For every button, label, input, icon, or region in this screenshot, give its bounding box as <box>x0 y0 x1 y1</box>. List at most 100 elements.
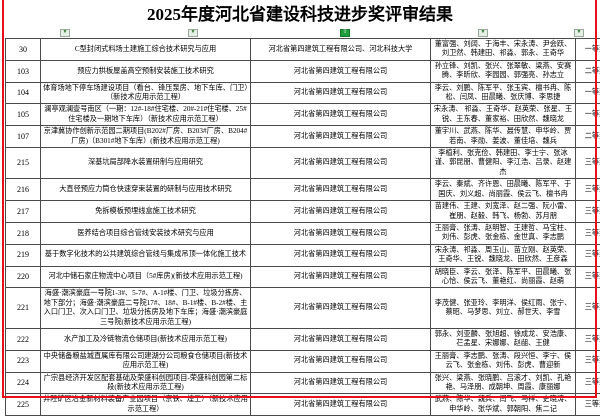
cell-award-level[interactable]: 三等奖 <box>576 244 600 266</box>
cell-award-level[interactable]: 三等奖 <box>576 148 600 179</box>
cell-contributors[interactable]: 李云、刘鹏、陈军平、张玉宾、檀书冉、陈松、闫凤、田晨曦、张庆博、李思捷 <box>431 82 576 104</box>
cell-project-name[interactable]: 京津冀协作创新示范园二期项目(B202#厂房、B203#厂房、B204#厂房)（… <box>41 126 251 148</box>
cell-award-level[interactable]: 三等奖 <box>576 288 600 329</box>
cell-contributors[interactable]: 董富强、刘阔、于海丰、宋永涛、尹会跃、刘卫然、韩建田、祁淼、郭永、王奇华 <box>431 39 576 61</box>
filter-col-no[interactable]: ▼ <box>60 29 70 37</box>
cell-contributors[interactable]: 李云、秦斌、齐许恩、田晨曦、陈军平、于国庆、刘义超、尚丽霞、侯云飞、檀书冉 <box>431 179 576 201</box>
cell-contributors[interactable]: 李植利、张克俭、韩建田、李士宁、张冰谨、郭昆朋、曹健阳、李江浩、吕录、赵建杰 <box>431 148 576 179</box>
cell-project-name[interactable]: 免拆模板预埋线盒施工技术研究 <box>41 201 251 223</box>
filter-col-org[interactable]: T <box>340 29 350 37</box>
cell-project-name[interactable]: 预应力拱板屋盖高空预制安装施工技术研究 <box>41 60 251 82</box>
cell-contributors[interactable]: 李茂健、张亚玲、李明洋、侯红雨、张宁、蔡昭、马梦思、刘立、郝世天、李雪 <box>431 288 576 329</box>
cell-contributors[interactable]: 张兴、梁燕、张晓鹏、吕滚才、刘凯、孔艳艳、马泽朋、成朝坤、周霞、康丽娜 <box>431 372 576 394</box>
cell-project-name[interactable]: 广宗县经济开发区配套基础及荣盛科创园项目-荣盛科创园第二标段(新技术应用示范工程… <box>41 372 251 394</box>
cell-project-name[interactable]: 井陉矿区冶金新材料装备产业园项目（京铁、煌工）（新技术应用示范工程） <box>41 394 251 416</box>
cell-award-level[interactable]: 三等奖 <box>576 350 600 372</box>
cell-contributors[interactable]: 董宇川、武燕、陈华、聂传慧、申华岭、贾若南、李勋、姜波、董佳培、魏兵 <box>431 126 576 148</box>
cell-project-name[interactable]: 中央储备粮盐城直属库有限公司建湖分公司粮食仓储项目(新技术应用示范工程) <box>41 350 251 372</box>
cell-contributors[interactable]: 孙立锋、刘凯、张兴、张翠敏、梁燕、安赛腾、李昕欣、李园园、郭强亮、孙志立 <box>431 60 576 82</box>
cell-project-name[interactable]: 水产加工及冷链物流仓储项目(新技术应用示范工程) <box>41 328 251 350</box>
cell-contributors[interactable]: 王丽膏、张涛、赵明智、王建哲、马宝柱、刘伟、彭虎、张金栋、金世真、李志鹏 <box>431 222 576 244</box>
cell-contributors[interactable]: 郭永、刘亚麟、张旭超、徐成龙、安浩康、芢孟星、宋娜娜、赵龃、王健 <box>431 328 576 350</box>
cell-serial-number[interactable]: 224 <box>6 372 41 394</box>
cell-serial-number[interactable]: 217 <box>6 201 41 223</box>
cell-organization[interactable]: 河北省第四建筑工程有限公司 <box>251 148 431 179</box>
cell-project-name[interactable]: 海盛·潮滨豪庭一号院1-3#、5-7#、A-1#楼、门卫、垃圾分拣房、地下部分；… <box>41 288 251 329</box>
cell-organization[interactable]: 河北省第四建筑工程有限公司 <box>251 104 431 126</box>
cell-serial-number[interactable]: 215 <box>6 148 41 179</box>
cell-contributors[interactable]: 苗建伟、王建、刘宽泽、赵二强、阮小雷、崔朋、赵毅、韩飞、杨勃、苏月朋 <box>431 201 576 223</box>
cell-organization[interactable]: 河北省第四建筑工程有限公司 <box>251 201 431 223</box>
cell-serial-number[interactable]: 30 <box>6 39 41 61</box>
cell-project-name[interactable]: 河北中储石家庄物流中心项目（5#库房)(新技术应用示范工程) <box>41 266 251 288</box>
cell-organization[interactable]: 河北省第四建筑工程有限公司 <box>251 222 431 244</box>
cell-project-name[interactable]: 基于数字化技术的公共建筑综合管线与集成吊顶一体化施工技术 <box>41 244 251 266</box>
cell-project-name[interactable]: 体育场地下停车场建设项目（看台、锋压泵房、地下车库、门卫）（新技术应用示范工程） <box>41 82 251 104</box>
cell-organization[interactable]: 河北省第四建筑工程有限公司 <box>251 82 431 104</box>
cell-organization[interactable]: 河北省第四建筑工程有限公司 <box>251 328 431 350</box>
cell-award-level[interactable]: 一等奖 <box>576 104 600 126</box>
cell-award-level[interactable]: 一等奖 <box>576 39 600 61</box>
cell-contributors[interactable]: 武燕、陈华、魏兵、闫飞、马祥、史晓涛、申华岭、张华斌、郭朝阳、焦二记 <box>431 394 576 416</box>
cell-project-name[interactable]: 澜亭观澜壹号南区（一期：12#-18#住宅楼、20#-21#住宅楼、25#住宅楼… <box>41 104 251 126</box>
cell-award-level[interactable]: 一等奖 <box>576 82 600 104</box>
cell-organization[interactable]: 河北省第四建筑工程有限公司 <box>251 179 431 201</box>
cell-serial-number[interactable]: 222 <box>6 328 41 350</box>
cell-serial-number[interactable]: 105 <box>6 104 41 126</box>
cell-organization[interactable]: 河北省第四建筑工程有限公司 <box>251 394 431 416</box>
cell-organization[interactable]: 河北省第四建筑工程有限公司 <box>251 60 431 82</box>
cell-organization[interactable]: 河北省第四建筑工程有限公司 <box>251 126 431 148</box>
cell-organization[interactable]: 河北省第四建筑工程有限公司 <box>251 350 431 372</box>
filter-col-award[interactable]: ▼ <box>574 29 584 37</box>
cell-organization[interactable]: 河北省第四建筑工程有限公司 <box>251 244 431 266</box>
cell-award-level[interactable]: 二等奖 <box>576 126 600 148</box>
cell-contributors[interactable]: 宋永涛、 祁淼、王奇华、赵英荣、张星、王锐、王东春、董家裕、田欣然、魏晓龙 <box>431 104 576 126</box>
cell-contributors[interactable]: 王丽膏、李志鹏、张涛、段兴恒、李宁、侯云飞、张金栋、刘伟、彭虎、曹迎新 <box>431 350 576 372</box>
cell-award-level[interactable]: 三等奖 <box>576 372 600 394</box>
cell-serial-number[interactable]: 219 <box>6 244 41 266</box>
cell-project-name[interactable]: 深基坑局部降水装置研制与应用研究 <box>41 148 251 179</box>
cell-project-name[interactable]: C型封闭式料场土建施工综合技术研究与应用 <box>41 39 251 61</box>
cell-award-level[interactable]: 三等奖 <box>576 222 600 244</box>
cell-organization[interactable]: 河北省第四建筑工程有限公司 <box>251 372 431 394</box>
cell-organization[interactable]: 河北省第四建筑工程有限公司、河北科技大学 <box>251 39 431 61</box>
filter-col-people[interactable]: ▼ <box>478 29 488 37</box>
cell-serial-number[interactable]: 220 <box>6 266 41 288</box>
cell-project-name[interactable]: 大直径预应力筒仓快速穿束装置的研制与应用技术研究 <box>41 179 251 201</box>
cell-award-level[interactable]: 三等奖 <box>576 394 600 416</box>
cell-award-level[interactable]: 三等奖 <box>576 266 600 288</box>
cell-serial-number[interactable]: 107 <box>6 126 41 148</box>
cell-award-level[interactable]: 三等奖 <box>576 328 600 350</box>
cell-serial-number[interactable]: 218 <box>6 222 41 244</box>
cell-serial-number[interactable]: 104 <box>6 82 41 104</box>
cell-serial-number[interactable]: 221 <box>6 288 41 329</box>
cell-award-level[interactable]: 三等奖 <box>576 201 600 223</box>
cell-contributors[interactable]: 胡晓臣、李云、张泽、陈军平、田晨曦、张心恰、侯云飞、董艳红、尚丽霞、赵萌 <box>431 266 576 288</box>
cell-serial-number[interactable]: 216 <box>6 179 41 201</box>
cell-serial-number[interactable]: 225 <box>6 394 41 416</box>
cell-serial-number[interactable]: 223 <box>6 350 41 372</box>
cell-award-level[interactable]: 三等奖 <box>576 179 600 201</box>
cell-serial-number[interactable]: 103 <box>6 60 41 82</box>
cell-project-name[interactable]: 医养结合项目综合管线安装技术研究与应用 <box>41 222 251 244</box>
cell-award-level[interactable]: 二等奖 <box>576 60 600 82</box>
cell-organization[interactable]: 河北省第四建筑工程有限公司 <box>251 288 431 329</box>
filter-col-project[interactable]: ▼ <box>188 29 198 37</box>
cell-organization[interactable]: 河北省第四建筑工程有限公司 <box>251 266 431 288</box>
